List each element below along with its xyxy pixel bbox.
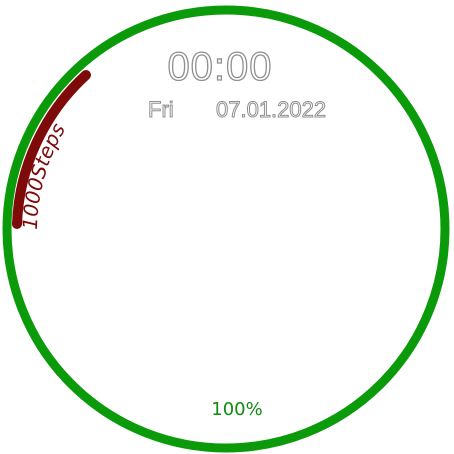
- time-display: 00:00: [130, 45, 310, 90]
- battery-percentage: 100%: [187, 399, 287, 420]
- date-display: 07.01.2022: [216, 97, 326, 123]
- day-of-week: Fri: [148, 97, 174, 123]
